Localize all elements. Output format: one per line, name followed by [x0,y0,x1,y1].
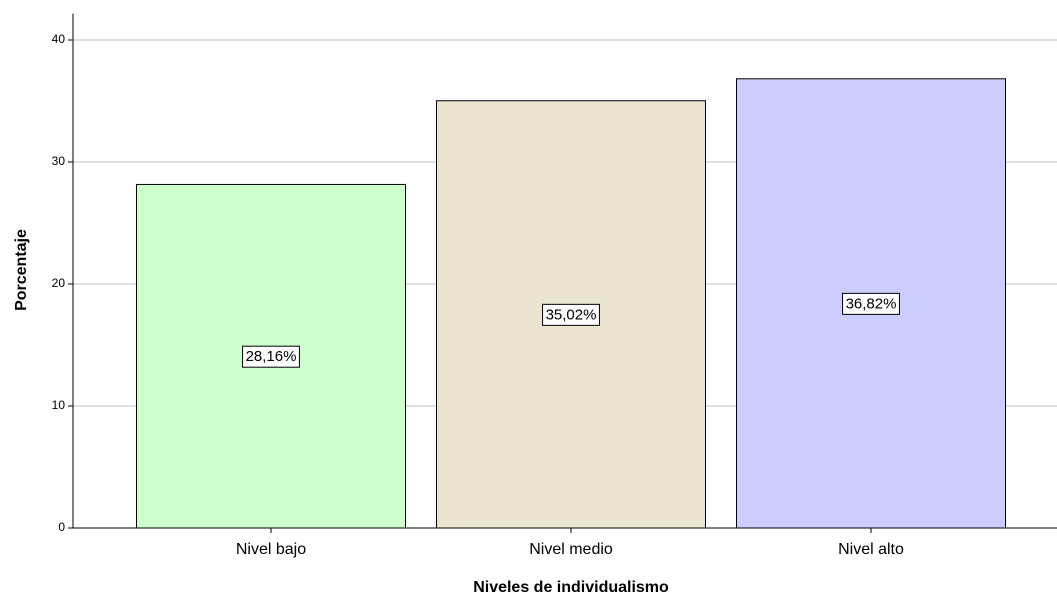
value-label-box [242,345,300,368]
y-tick-label: 10 [52,398,66,412]
value-label-box [542,303,600,326]
y-tick-label: 20 [52,276,66,290]
value-label-box [842,292,900,315]
value-label: 28,16% [246,348,297,365]
x-tick-label: Nivel alto [838,541,904,558]
y-axis-title: Porcentaje [13,229,30,311]
y-tick-label: 40 [52,32,66,46]
value-label: 36,82% [846,295,897,312]
y-tick-label: 30 [52,154,66,168]
value-label: 35,02% [546,306,597,323]
x-tick-label: Nivel medio [529,541,613,558]
x-axis-title: Niveles de individualismo [473,579,669,596]
y-tick-label: 0 [58,520,65,534]
x-tick-label: Nivel bajo [236,541,306,558]
